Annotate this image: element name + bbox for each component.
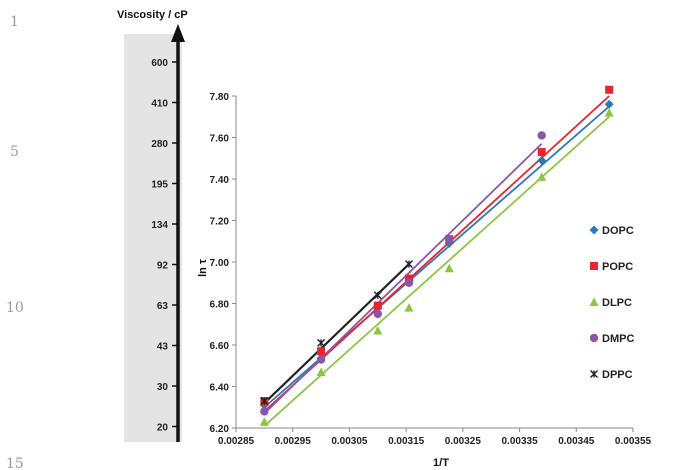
data-points	[259, 85, 614, 426]
y-axis-label: ln τ	[197, 259, 209, 277]
legend-marker-dmpc	[589, 333, 599, 343]
data-point-dopc	[537, 155, 547, 165]
viscosity-tick-label: 410	[151, 99, 168, 110]
data-point-dlpc	[316, 367, 326, 376]
data-point-dppc	[404, 260, 413, 269]
y-tick-label: 6.40	[210, 383, 230, 394]
data-point-dmpc	[260, 407, 269, 416]
data-point-dppc	[317, 338, 326, 347]
data-point-popc	[373, 301, 382, 310]
data-point-dopc	[604, 99, 614, 109]
data-point-dlpc	[537, 172, 547, 181]
legend-marker-dlpc	[589, 297, 599, 306]
data-point-dppc	[260, 397, 269, 406]
x-tick-label: 0.00295	[275, 436, 312, 447]
legend-marker-dopc	[589, 225, 599, 235]
viscosity-ticks: 600 410 280 195 134 92 63 43 30 20	[151, 58, 178, 434]
viscosity-tick-label: 20	[157, 423, 169, 434]
legend-label-dppc: DPPC	[602, 369, 633, 381]
data-point-dlpc	[373, 325, 383, 335]
x-tick-label: 0.00355	[615, 436, 652, 447]
viscosity-tick-label: 600	[151, 58, 168, 69]
viscosity-label: Viscosity / cP	[117, 9, 188, 21]
line-numbers: 1 5 10 15	[6, 14, 24, 470]
legend-marker-popc	[590, 262, 598, 270]
y-tick-label: 6.20	[210, 424, 230, 435]
legend: DOPC POPC DLPC DMPC DPPC	[589, 225, 634, 381]
axes	[235, 96, 633, 429]
x-tick-label: 0.00305	[331, 436, 368, 447]
legend-label-dmpc: DMPC	[602, 333, 634, 345]
data-point-dmpc	[373, 309, 382, 319]
y-tick-label: 6.80	[210, 300, 230, 311]
y-tick-label: 6.60	[210, 341, 230, 352]
fit-lines	[263, 95, 610, 427]
fit-line-dmpc	[263, 143, 543, 415]
y-tick-labels: 6.20 6.40 6.60 6.80 7.00 7.20 7.40 7.60 7.80	[210, 92, 236, 435]
viscosity-tick-label: 195	[151, 180, 168, 191]
line-number: 5	[10, 144, 19, 160]
legend-marker-dppc	[590, 370, 598, 378]
x-tick-label: 0.00335	[501, 436, 538, 447]
x-tick-label: 0.00325	[445, 436, 482, 447]
viscosity-tick-label: 30	[157, 382, 169, 393]
legend-label-dlpc: DLPC	[602, 297, 632, 309]
data-point-popc	[317, 347, 326, 356]
viscosity-tick-label: 92	[157, 261, 169, 272]
line-number: 10	[6, 300, 24, 316]
viscosity-tick-label: 280	[151, 139, 168, 150]
y-tick-label: 7.80	[210, 92, 230, 103]
chart: 0.00285 0.00295 0.00305 0.00315 0.00325 0.003…	[197, 85, 652, 469]
viscosity-tick-label: 43	[157, 342, 169, 353]
y-tick-label: 7.60	[210, 134, 230, 145]
fit-line-dppc	[263, 263, 410, 404]
data-point-dmpc	[316, 355, 326, 364]
data-point-dmpc	[537, 131, 546, 140]
data-point-popc	[605, 85, 614, 94]
x-axis-label: 1/T	[433, 457, 449, 469]
legend-label-dopc: DOPC	[602, 225, 634, 237]
x-tick-labels: 0.00285 0.00295 0.00305 0.00315 0.00325 0.003…	[218, 428, 652, 447]
data-point-popc	[537, 148, 546, 157]
y-tick-label: 7.00	[210, 258, 230, 269]
line-number: 15	[6, 456, 24, 470]
data-point-dmpc	[404, 278, 414, 287]
x-tick-label: 0.00315	[388, 436, 425, 447]
data-point-dlpc	[404, 303, 414, 312]
x-tick-label: 0.00345	[558, 436, 595, 447]
data-point-dlpc	[444, 263, 454, 273]
legend-label-popc: POPC	[602, 261, 633, 273]
viscosity-panel	[124, 34, 182, 442]
data-point-dlpc	[604, 108, 614, 117]
data-point-dppc	[373, 291, 382, 300]
data-point-dmpc	[445, 234, 454, 244]
viscosity-tick-label: 134	[151, 220, 168, 231]
viscosity-arrow-icon	[171, 24, 185, 42]
data-point-dlpc	[259, 417, 269, 426]
viscosity-tick-label: 63	[157, 301, 169, 312]
viscosity-scale: Viscosity / cP 600 410 280 195 134 92 63 43 30 20	[117, 9, 188, 442]
line-number: 1	[10, 14, 19, 30]
y-tick-label: 7.20	[210, 217, 230, 228]
x-tick-label: 0.00285	[218, 436, 255, 447]
fit-line-dlpc	[263, 116, 610, 427]
y-tick-label: 7.40	[210, 175, 230, 186]
